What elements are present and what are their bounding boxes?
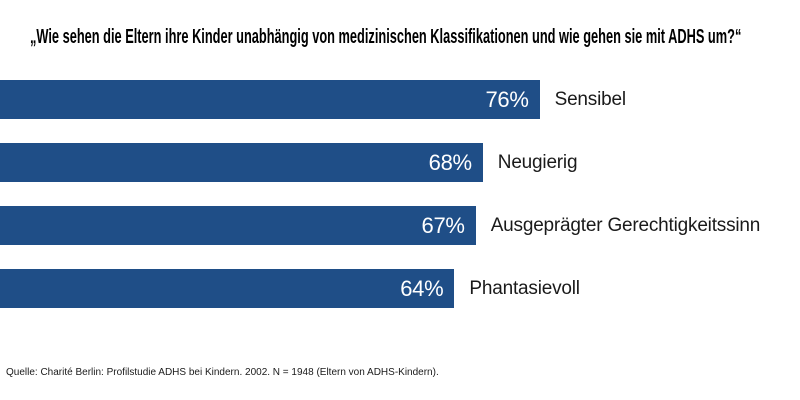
bar: 68% [0, 143, 483, 182]
chart-title: „Wie sehen die Eltern ihre Kinder unabhä… [30, 26, 742, 48]
bar: 76% [0, 80, 540, 119]
bar: 67% [0, 206, 476, 245]
bar-category-label: Ausgeprägter Gerechtigkeitssinn [490, 214, 761, 236]
bar-row: 67% Ausgeprägter Gerechtigkeitssinn [0, 206, 760, 245]
bar-category-label: Sensibel [554, 88, 626, 110]
source-note: Quelle: Charité Berlin: Profilstudie ADH… [6, 367, 439, 378]
bar-value-label: 67% [421, 212, 465, 238]
bar-value-label: 68% [428, 149, 472, 175]
bar-value-label: 64% [400, 275, 444, 301]
bar-row: 76% Sensibel [0, 80, 710, 119]
bar-chart: 76% Sensibel 68% Neugierig 67% Ausgepräg… [0, 80, 760, 332]
bar-category-label: Neugierig [497, 151, 578, 173]
bar-value-label: 76% [485, 86, 529, 112]
bar-row: 64% Phantasievoll [0, 269, 710, 308]
bar-category-label: Phantasievoll [469, 277, 580, 299]
bar: 64% [0, 269, 455, 308]
bar-row: 68% Neugierig [0, 143, 710, 182]
